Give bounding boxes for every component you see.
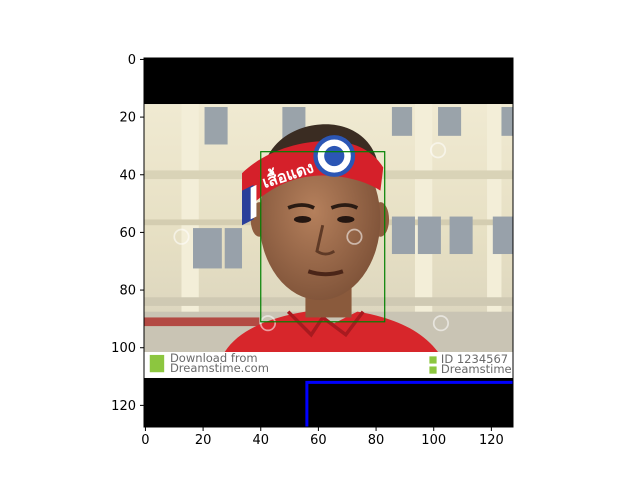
left-eyebrow xyxy=(287,203,315,210)
x-tick-label: 40 xyxy=(252,433,269,448)
y-tick-label: 80 xyxy=(119,284,136,299)
x-tick-label: 120 xyxy=(479,433,504,448)
watermark-text-right-2: Dreamstime.com xyxy=(441,362,540,376)
blue-corner-marker xyxy=(305,380,513,427)
y-tick-label: 20 xyxy=(119,111,136,126)
headband-emblem-inner xyxy=(324,145,345,167)
building-column xyxy=(181,104,199,335)
right-eye xyxy=(337,215,355,223)
watermark-text-left-2: Dreamstime.com xyxy=(170,361,269,375)
windows-lower xyxy=(193,216,513,269)
top-letterbox xyxy=(144,58,513,105)
watermark-strip xyxy=(144,352,513,378)
watermark-text-right-1: ID 1234567 xyxy=(441,352,508,366)
x-tick-label: 100 xyxy=(421,433,446,448)
watermark-logo-left xyxy=(149,354,165,373)
x-tick-label: 80 xyxy=(368,433,385,448)
face-bounding-box xyxy=(260,151,386,323)
axes-frame xyxy=(143,57,514,428)
x-tick-label: 60 xyxy=(310,433,327,448)
watermark-text-left-1: Download from xyxy=(170,351,258,365)
y-tick-label: 60 xyxy=(119,226,136,241)
nose xyxy=(315,224,336,256)
y-tick-label: 120 xyxy=(111,399,136,414)
watermark-dot-right xyxy=(429,356,437,364)
y-tick-label: 0 xyxy=(128,53,136,68)
photo-image: เสื้อแดง Download from Dreamstime.com xyxy=(144,58,540,427)
x-tick-label: 0 xyxy=(141,433,149,448)
y-tick-label: 40 xyxy=(119,168,136,183)
left-eye xyxy=(293,215,312,223)
watermark-dot-right xyxy=(429,366,437,374)
bottom-letterbox xyxy=(144,377,513,427)
y-tick-label: 100 xyxy=(111,341,136,356)
x-axis: 0 20 40 60 80 100 120 xyxy=(141,427,504,448)
watermark-circles xyxy=(173,142,450,332)
headband-flag-white xyxy=(250,184,257,220)
y-axis: 0 20 40 60 80 100 120 xyxy=(111,53,144,414)
right-eyebrow xyxy=(330,203,359,210)
x-tick-label: 20 xyxy=(195,433,212,448)
mouth xyxy=(307,269,344,277)
windows-upper xyxy=(204,107,513,145)
ground-red-strip xyxy=(144,317,260,327)
